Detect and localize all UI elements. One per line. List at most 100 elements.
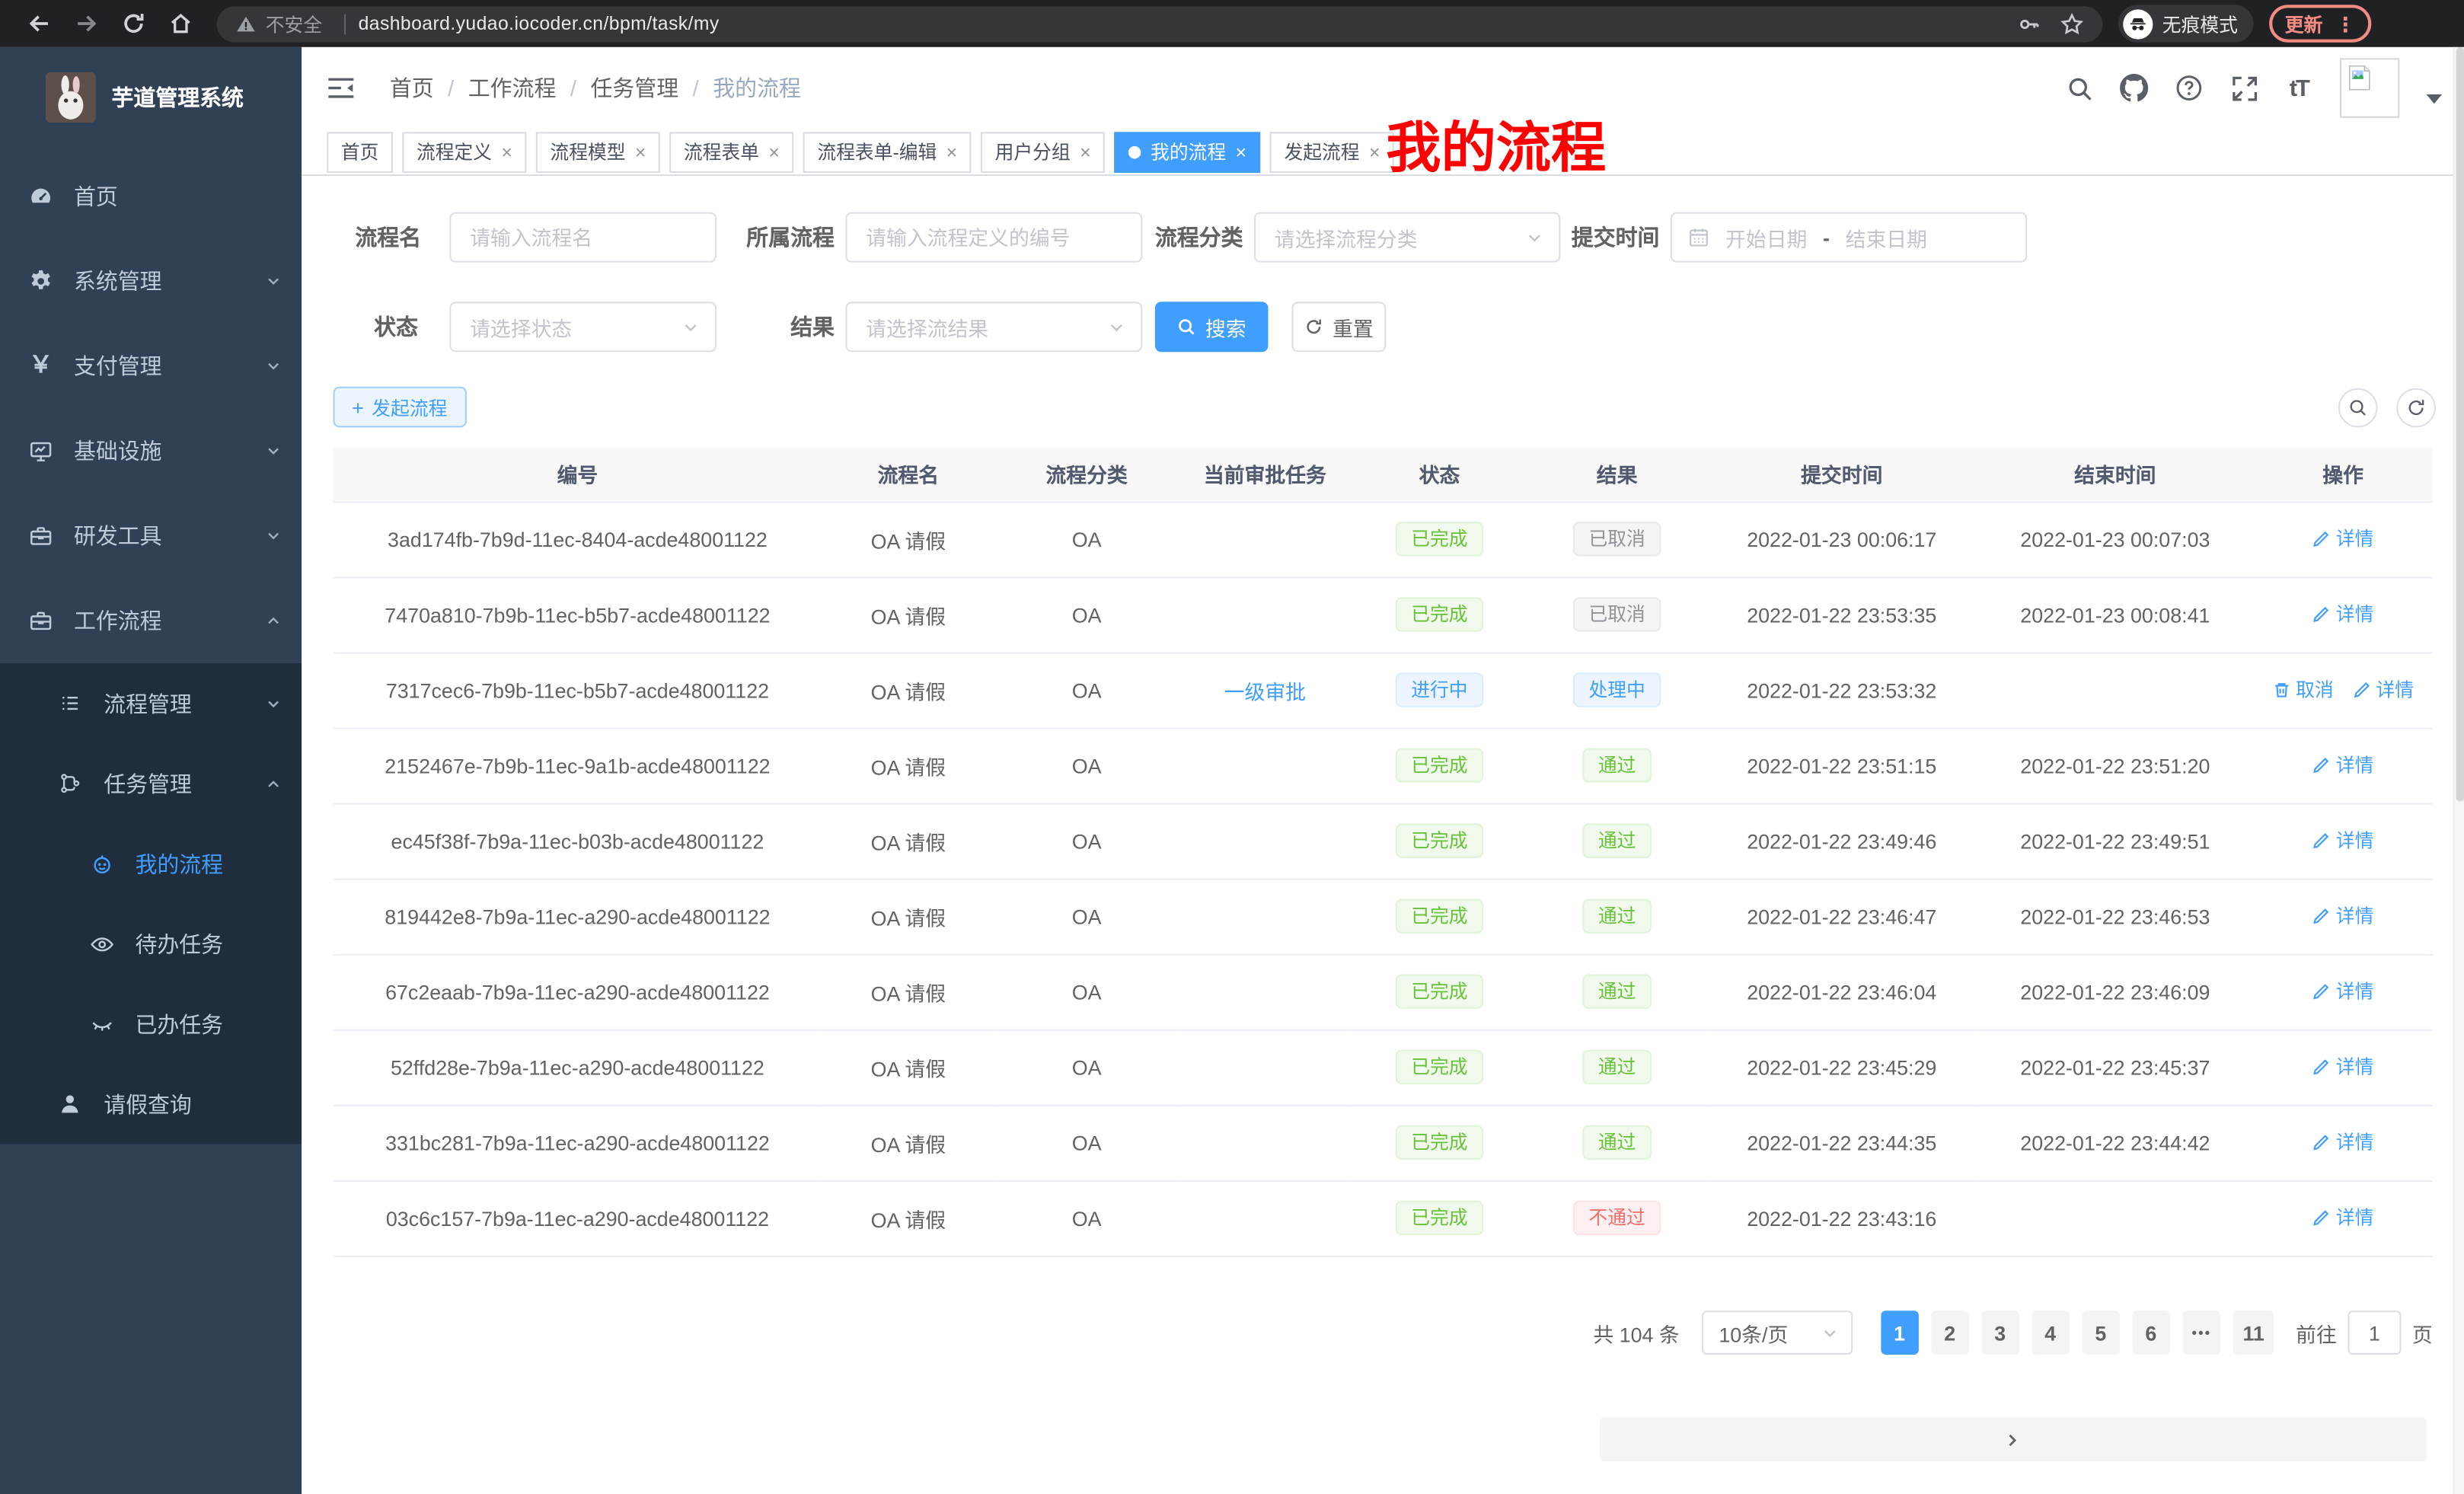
- close-icon[interactable]: ×: [768, 140, 780, 163]
- help-icon[interactable]: [2175, 74, 2203, 102]
- goto-page-input[interactable]: [2348, 1310, 2402, 1355]
- detail-link[interactable]: 详情: [2312, 752, 2373, 778]
- scrollbar[interactable]: [2453, 46, 2464, 1494]
- task-link[interactable]: 一级审批: [1224, 679, 1307, 704]
- status-select[interactable]: 请选择状态: [449, 302, 717, 353]
- tab-label: 首页: [340, 141, 379, 164]
- create-process-button[interactable]: + 发起流程: [333, 386, 467, 428]
- app-title: 芋道管理系统: [111, 85, 244, 110]
- result-badge: 处理中: [1572, 672, 1661, 707]
- scrollbar-thumb[interactable]: [2456, 46, 2464, 802]
- pagination: 共 104 条 10条/页 1 2 3 4 5 6 ••• 11 前往 页: [1593, 1310, 2433, 1462]
- process-name-input[interactable]: [449, 212, 717, 263]
- cancel-link[interactable]: 取消: [2272, 676, 2334, 703]
- page-button[interactable]: 4: [2032, 1310, 2070, 1355]
- close-icon[interactable]: ×: [1235, 140, 1246, 163]
- breadcrumb-item[interactable]: 首页: [389, 75, 434, 101]
- show-search-button[interactable]: [2338, 388, 2378, 428]
- sidebar-item-pay[interactable]: ￥ 支付管理: [0, 324, 302, 408]
- tab-user-group[interactable]: 用户分组 ×: [981, 131, 1106, 172]
- detail-link[interactable]: 详情: [2312, 902, 2373, 929]
- sidebar-item-devtools[interactable]: 研发工具: [0, 493, 302, 578]
- font-size-icon[interactable]: tT: [2289, 75, 2310, 102]
- sidebar-item-process-mgmt[interactable]: 流程管理: [0, 663, 302, 743]
- search-icon[interactable]: [2065, 74, 2093, 102]
- detail-link[interactable]: 详情: [2312, 978, 2373, 1004]
- process-definition-input[interactable]: [845, 212, 1143, 263]
- sidebar-item-leave-query[interactable]: 请假查询: [0, 1064, 302, 1144]
- breadcrumb-item[interactable]: 工作流程: [468, 75, 557, 101]
- table-row: 3ad174fb-7b9d-11ec-8404-acde48001122 OA 请…: [333, 501, 2433, 578]
- detail-link[interactable]: 详情: [2312, 525, 2373, 552]
- security-label[interactable]: 不安全: [265, 13, 323, 36]
- sidebar-item-infra[interactable]: 基础设施: [0, 409, 302, 493]
- github-icon[interactable]: [2120, 73, 2149, 102]
- tab-process-form-edit[interactable]: 流程表单-编辑 ×: [803, 131, 972, 172]
- search-button[interactable]: 搜索: [1154, 302, 1269, 353]
- tab-label: 流程模型: [550, 141, 626, 164]
- sidebar-item-task-mgmt[interactable]: 任务管理: [0, 743, 302, 823]
- category-select[interactable]: 请选择流程分类: [1253, 212, 1561, 263]
- tab-process-definition[interactable]: 流程定义 ×: [402, 131, 527, 172]
- detail-link[interactable]: 详情: [2312, 1204, 2373, 1231]
- avatar[interactable]: [2339, 58, 2400, 118]
- reload-icon[interactable]: [116, 6, 151, 40]
- page-size-select[interactable]: 10条/页: [1701, 1310, 1853, 1355]
- page-button[interactable]: 1: [1880, 1310, 1919, 1355]
- update-button[interactable]: 更新 ⋮: [2269, 5, 2372, 43]
- status-badge: 已完成: [1395, 974, 1484, 1009]
- end-date-placeholder[interactable]: 结束日期: [1845, 227, 1927, 251]
- star-icon[interactable]: [2060, 11, 2084, 35]
- page-button[interactable]: 3: [1980, 1310, 2019, 1355]
- result-select[interactable]: 请选择流结果: [845, 302, 1143, 353]
- menu-dots-icon[interactable]: ⋮: [2335, 11, 2356, 36]
- sidebar-item-my-process[interactable]: 我的流程: [0, 823, 302, 903]
- close-icon[interactable]: ×: [1368, 140, 1380, 163]
- close-icon[interactable]: ×: [1080, 140, 1091, 163]
- detail-link[interactable]: 详情: [2312, 827, 2373, 854]
- start-date-placeholder[interactable]: 开始日期: [1725, 227, 1808, 251]
- tab-process-model[interactable]: 流程模型 ×: [535, 131, 660, 172]
- page-button[interactable]: 5: [2082, 1310, 2120, 1355]
- tab-process-form[interactable]: 流程表单 ×: [669, 131, 794, 172]
- sidebar-item-workflow[interactable]: 工作流程: [0, 578, 302, 662]
- col-header: 操作: [2253, 448, 2433, 503]
- fullscreen-icon[interactable]: [2230, 74, 2258, 102]
- close-icon[interactable]: ×: [946, 140, 958, 163]
- app-header: 首页 / 工作流程 / 任务管理 / 我的流程 tT: [302, 46, 2464, 129]
- close-icon[interactable]: ×: [501, 140, 512, 163]
- sidebar-item-done-tasks[interactable]: 已办任务: [0, 984, 302, 1064]
- breadcrumb-item[interactable]: 任务管理: [590, 75, 679, 101]
- page-button[interactable]: 2: [1930, 1310, 1969, 1355]
- active-dot: [1128, 145, 1141, 158]
- detail-link[interactable]: 详情: [2312, 601, 2373, 627]
- status-badge: 已完成: [1395, 1049, 1484, 1085]
- address-bar[interactable]: 不安全 dashboard.yudao.iocoder.cn/bpm/task/…: [216, 5, 2103, 42]
- tab-my-process[interactable]: 我的流程 ×: [1114, 131, 1261, 172]
- submit-time-range[interactable]: 开始日期 - 结束日期: [1670, 212, 2028, 263]
- detail-link[interactable]: 详情: [2312, 1053, 2373, 1080]
- reset-button[interactable]: 重置: [1291, 302, 1387, 353]
- page-button[interactable]: 6: [2132, 1310, 2170, 1355]
- sidebar-item-todo-tasks[interactable]: 待办任务: [0, 904, 302, 984]
- next-page-button[interactable]: [1599, 1417, 2427, 1462]
- tab-home[interactable]: 首页: [327, 131, 393, 172]
- menu-fold-icon[interactable]: [327, 75, 355, 101]
- sidebar-item-home[interactable]: 首页: [0, 154, 302, 238]
- tab-start-process[interactable]: 发起流程 ×: [1269, 131, 1395, 172]
- close-icon[interactable]: ×: [634, 140, 646, 163]
- more-pages-button[interactable]: •••: [2182, 1310, 2221, 1355]
- key-icon[interactable]: [2018, 11, 2041, 35]
- app-logo-row[interactable]: 芋道管理系统: [0, 59, 302, 135]
- caret-down-icon[interactable]: [2426, 94, 2443, 104]
- refresh-button[interactable]: [2396, 388, 2436, 428]
- sidebar-item-system[interactable]: 系统管理: [0, 239, 302, 324]
- chevron-down-icon: [266, 359, 282, 375]
- forward-icon[interactable]: [69, 6, 104, 40]
- detail-link[interactable]: 详情: [2312, 1128, 2373, 1155]
- back-icon[interactable]: [22, 6, 56, 40]
- url-text[interactable]: dashboard.yudao.iocoder.cn/bpm/task/my: [358, 12, 720, 35]
- detail-link[interactable]: 详情: [2353, 676, 2414, 703]
- page-button[interactable]: 11: [2233, 1310, 2274, 1355]
- home-icon[interactable]: [164, 6, 198, 40]
